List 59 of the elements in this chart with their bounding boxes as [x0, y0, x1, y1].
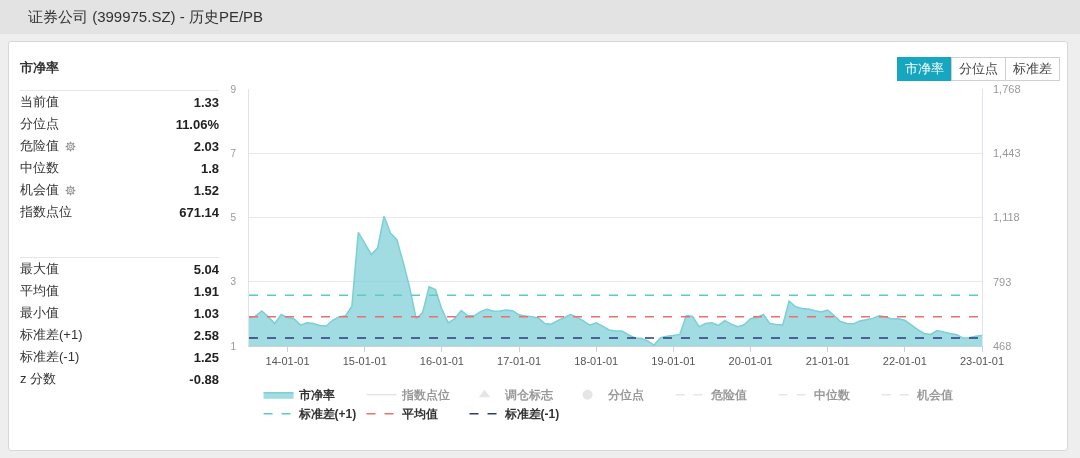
text: 1.33 [193, 94, 219, 110]
y-tick-label: 7 [230, 147, 237, 159]
x-tick-label: 19-01-01 [651, 355, 696, 368]
x-tick-label: 22-01-01 [882, 355, 927, 368]
text: 5.04 [193, 261, 219, 277]
legend-label: 分位点 [606, 388, 644, 403]
y2-tick-label: 468 [993, 339, 1012, 352]
text: z 分数 [20, 370, 57, 388]
text: 1.25 [193, 349, 219, 365]
legend-label: 机会值 [915, 388, 953, 403]
tab-button: 分位点 [951, 57, 1006, 81]
x-tick-label: 16-01-01 [419, 355, 464, 368]
x-tick-label: 21-01-01 [805, 355, 850, 368]
chart-title: 证券公司 (399975.SZ) - 历史PE/PB [28, 8, 264, 27]
text: 平均值 [20, 282, 59, 300]
y-tick-label: 9 [230, 83, 237, 95]
legend-label: 危险值 [709, 388, 747, 403]
text: 危险值 [20, 137, 59, 155]
y-tick-label: 3 [230, 276, 237, 288]
tab-button: 市净率 [897, 57, 952, 81]
x-tick-label: 15-01-01 [342, 355, 387, 368]
y2-tick-label: 1,118 [993, 211, 1020, 224]
text: 标准差(+1) [20, 326, 83, 344]
x-tick-label: 17-01-01 [497, 355, 542, 368]
x-tick-label: 18-01-01 [574, 355, 619, 368]
legend-label: 指数点位 [400, 388, 450, 403]
text: 2.58 [193, 327, 219, 343]
text: 2.03 [193, 138, 219, 154]
tab-button: 标准差 [1005, 57, 1060, 81]
text: 1.91 [193, 283, 219, 299]
y-tick-label: 5 [230, 212, 237, 223]
legend-label: 标准差(+1) [297, 407, 357, 422]
y2-tick-label: 1,768 [993, 82, 1021, 95]
y-tick-label: 1 [230, 340, 237, 352]
text: 1.52 [193, 182, 219, 198]
legend-label: 调仓标志 [503, 388, 554, 403]
text: 标准差(-1) [20, 348, 80, 366]
x-tick-label: 20-01-01 [728, 355, 773, 368]
text: 指数点位 [20, 203, 72, 221]
text: 中位数 [20, 159, 59, 177]
legend-label: 平均值 [400, 407, 438, 422]
legend-label: 中位数 [813, 388, 851, 403]
legend-label: 标准差(-1) [503, 407, 560, 422]
text: -0.88 [189, 371, 219, 387]
text: 当前值 [20, 93, 59, 111]
y2-tick-label: 1,443 [993, 147, 1021, 160]
text: 1.03 [193, 305, 219, 321]
legend-label: 市净率 [297, 388, 335, 403]
text: 11.06% [175, 116, 219, 132]
text: 分位点 [20, 115, 59, 133]
text: 机会值 [20, 181, 59, 199]
text: 最大值 [20, 260, 59, 278]
text: 市净率 [20, 59, 60, 77]
text: 最小值 [20, 304, 59, 322]
y2-tick-label: 793 [993, 275, 1012, 288]
x-tick-label: 23-01-01 [959, 355, 1005, 368]
text: 1.8 [200, 160, 219, 176]
text: 671.14 [179, 204, 219, 220]
x-tick-label: 14-01-01 [265, 355, 310, 368]
